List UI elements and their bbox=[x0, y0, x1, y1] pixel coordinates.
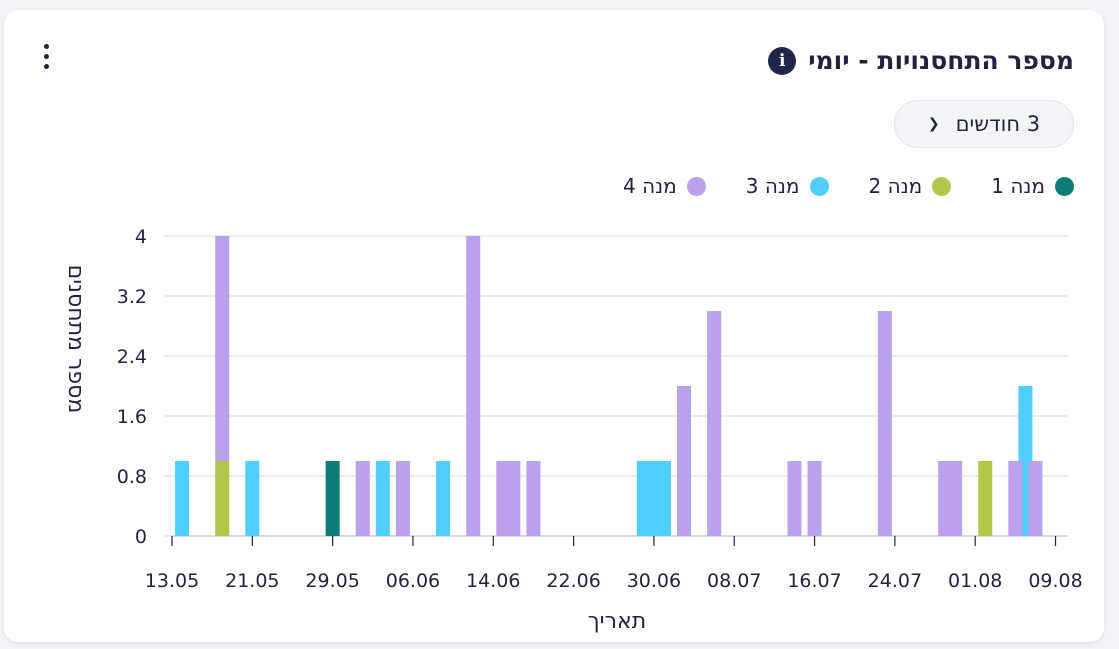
bar-dose-2 bbox=[978, 461, 993, 536]
y-tick-label: 2.4 bbox=[117, 346, 147, 368]
x-tick-label: 29.05 bbox=[305, 570, 359, 592]
bar-dose-4 bbox=[526, 461, 541, 536]
legend-item-dose-4[interactable]: מנה 4 bbox=[623, 174, 706, 198]
bar-dose-3 bbox=[245, 461, 260, 536]
y-axis-title: מספר מתחסנים bbox=[63, 265, 88, 414]
bar-dose-4 bbox=[466, 236, 481, 536]
bar-dose-3 bbox=[656, 461, 671, 536]
bar-dose-4 bbox=[395, 461, 410, 536]
card-header: מספר התחסנויות - יומי i bbox=[768, 46, 1074, 75]
x-tick-label: 21.05 bbox=[225, 570, 279, 592]
y-tick-label: 1.6 bbox=[117, 406, 147, 428]
bar-dose-1 bbox=[325, 461, 340, 536]
info-icon[interactable]: i bbox=[768, 46, 797, 75]
x-tick-label: 08.07 bbox=[707, 570, 761, 592]
period-select[interactable]: ❯ 3 חודשים bbox=[894, 100, 1074, 148]
legend-item-dose-3[interactable]: מנה 3 bbox=[746, 174, 829, 198]
bar-dose-4 bbox=[707, 311, 722, 536]
bar-dose-4 bbox=[807, 461, 822, 536]
bar-dose-4 bbox=[215, 236, 230, 461]
bar-dose-4 bbox=[355, 461, 370, 536]
y-tick-label: 3.2 bbox=[117, 286, 147, 308]
legend-item-dose-2[interactable]: מנה 2 bbox=[869, 174, 952, 198]
legend-label: מנה 2 bbox=[868, 174, 923, 198]
x-tick-label: 13.05 bbox=[145, 570, 199, 592]
bar-dose-2 bbox=[215, 461, 230, 536]
legend-dot-icon bbox=[932, 176, 952, 196]
x-tick-label: 01.08 bbox=[948, 570, 1002, 592]
bar-dose-4 bbox=[1028, 461, 1043, 536]
y-tick-label: 4 bbox=[135, 226, 147, 248]
legend-label: מנה 3 bbox=[745, 174, 800, 198]
bar-dose-3 bbox=[436, 461, 451, 536]
bar-dose-4 bbox=[506, 461, 521, 536]
x-tick-label: 30.06 bbox=[627, 570, 681, 592]
legend-dot-icon bbox=[1055, 176, 1074, 196]
page-title: מספר התחסנויות - יומי bbox=[808, 46, 1074, 75]
bar-dose-3 bbox=[375, 461, 390, 536]
y-tick-label: 0.8 bbox=[117, 466, 147, 488]
x-tick-label: 22.06 bbox=[546, 570, 600, 592]
x-axis-title: תאריך bbox=[588, 609, 646, 634]
bar-dose-4 bbox=[787, 461, 802, 536]
period-select-value: 3 חודשים bbox=[955, 112, 1041, 136]
x-tick-label: 24.07 bbox=[868, 570, 922, 592]
legend-item-dose-1[interactable]: מנה 1 bbox=[991, 174, 1074, 198]
legend-label: מנה 4 bbox=[623, 174, 677, 198]
bar-dose-4 bbox=[948, 461, 963, 536]
bar-dose-4 bbox=[677, 386, 692, 536]
bar-dose-4 bbox=[877, 311, 892, 536]
chevron-down-icon: ❯ bbox=[927, 116, 940, 132]
kebab-menu-icon[interactable] bbox=[38, 44, 54, 74]
legend-dot-icon bbox=[809, 176, 829, 196]
bar-dose-4 bbox=[1008, 461, 1023, 536]
x-tick-label: 14.06 bbox=[466, 570, 520, 592]
bar-dose-3 bbox=[175, 461, 190, 536]
legend-label: מנה 1 bbox=[991, 174, 1045, 198]
y-tick-label: 0 bbox=[135, 526, 147, 548]
chart-legend: מנה 1 מנה 2 מנה 3 מנה 4 bbox=[623, 174, 1074, 198]
x-tick-label: 09.08 bbox=[1028, 570, 1082, 592]
legend-dot-icon bbox=[686, 176, 706, 196]
x-tick-label: 06.06 bbox=[386, 570, 440, 592]
x-tick-label: 16.07 bbox=[787, 570, 841, 592]
